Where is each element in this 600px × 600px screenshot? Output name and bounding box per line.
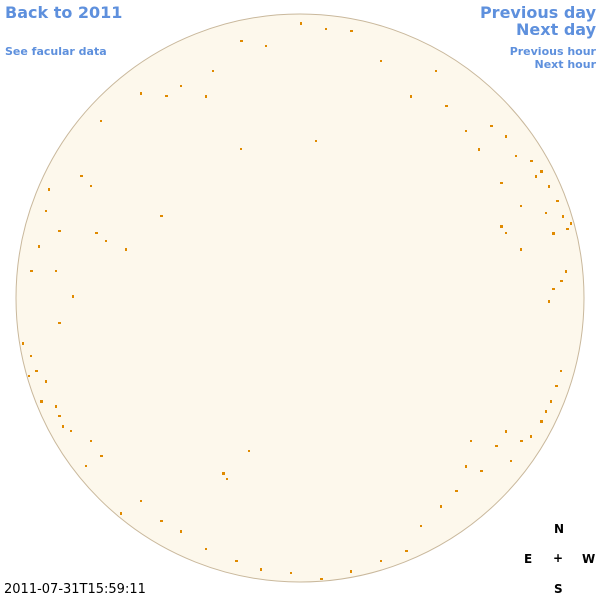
compass-north: N bbox=[554, 522, 565, 536]
compass-center: + bbox=[553, 551, 564, 565]
previous-day-link[interactable]: Previous day bbox=[479, 3, 596, 22]
compass-east: E bbox=[524, 552, 533, 566]
next-hour-link[interactable]: Next hour bbox=[534, 58, 597, 71]
next-day-link[interactable]: Next day bbox=[516, 20, 596, 39]
compass-west: W bbox=[582, 552, 596, 566]
back-link[interactable]: Back to 2011 bbox=[5, 3, 123, 22]
compass-south: S bbox=[554, 582, 563, 596]
facular-data-link[interactable]: See facular data bbox=[5, 45, 107, 58]
previous-hour-link[interactable]: Previous hour bbox=[509, 45, 596, 58]
timestamp: 2011-07-31T15:59:11 bbox=[4, 582, 146, 597]
solar-disk bbox=[15, 13, 585, 583]
